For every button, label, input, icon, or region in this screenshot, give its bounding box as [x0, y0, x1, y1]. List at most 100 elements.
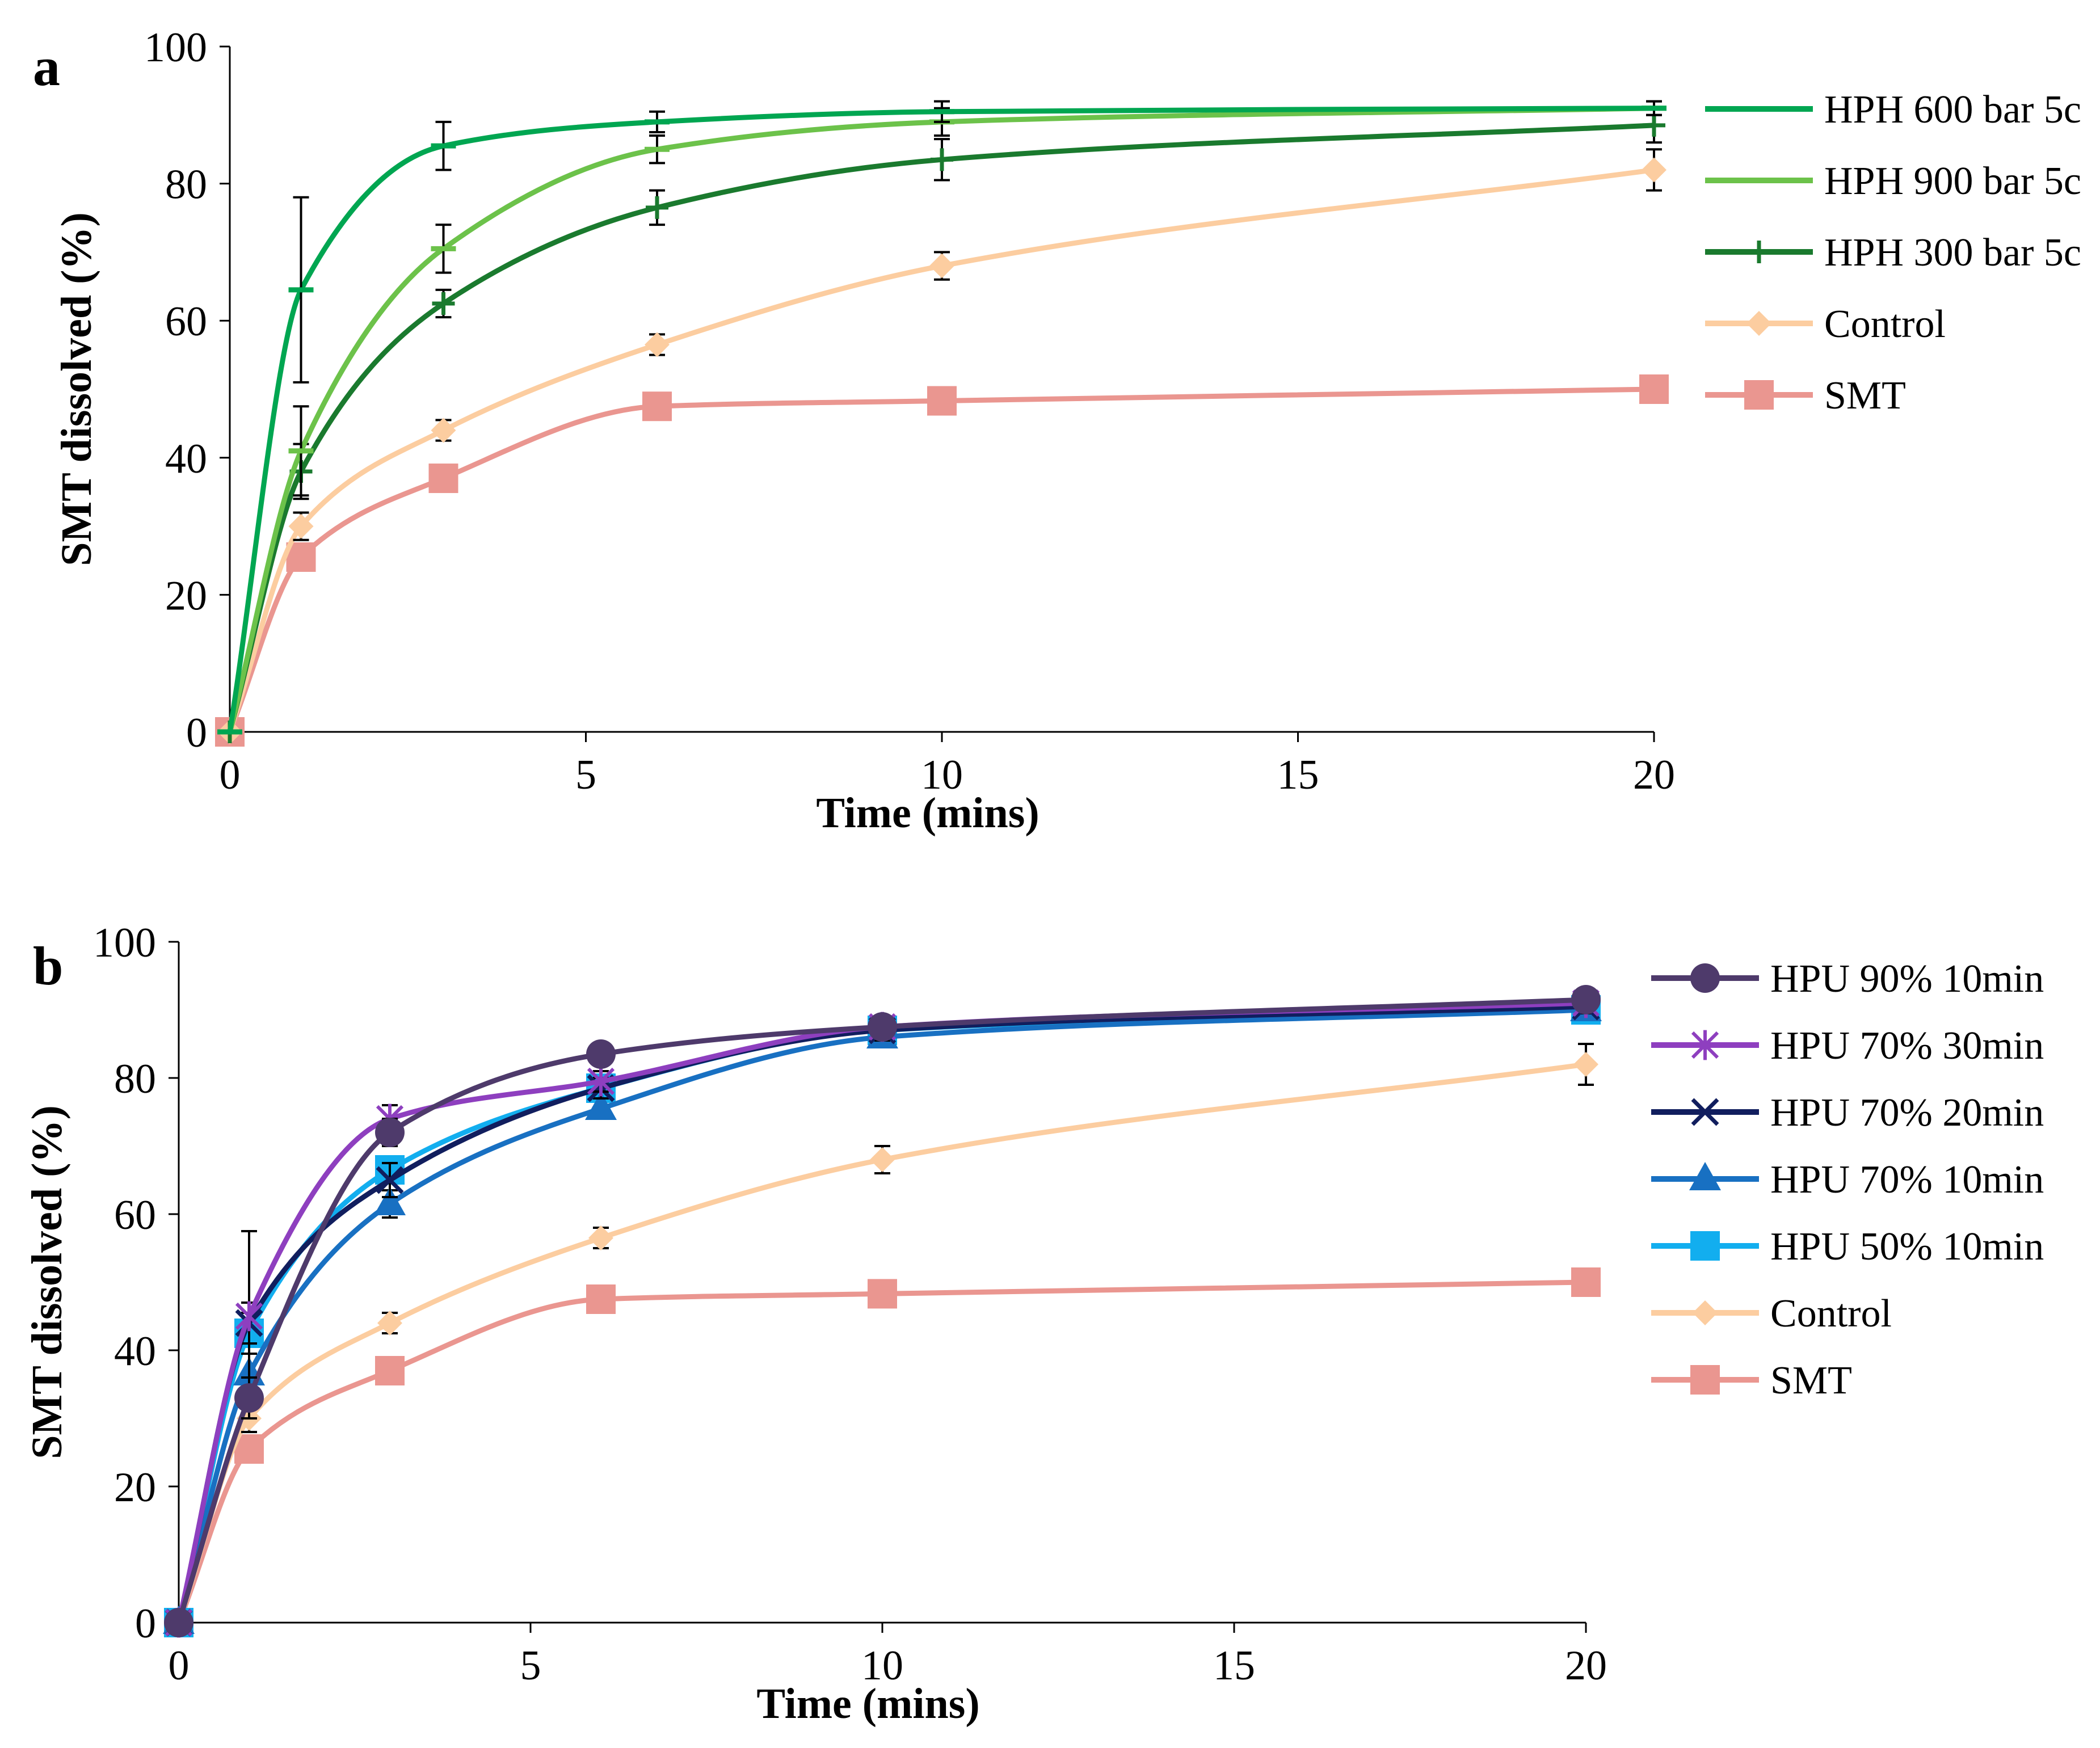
- y-tick-label: 0: [186, 710, 207, 756]
- x-axis-title: Time (mins): [816, 789, 1039, 837]
- legend-label: SMT: [1770, 1359, 1852, 1402]
- y-tick-label: 60: [114, 1192, 156, 1239]
- x-tick-label: 5: [520, 1642, 541, 1689]
- x-tick-label: 10: [861, 1642, 903, 1689]
- legend-swatch-marker: [1744, 380, 1774, 410]
- legend-label: Control: [1770, 1292, 1892, 1336]
- data-point-control: [870, 1147, 895, 1172]
- data-point-hpu-90-10min: [234, 1383, 264, 1413]
- panel-a: 0 20 40 60 80 100 0 5 10 15 20 Time (mins) SMT disso…: [33, 24, 2081, 837]
- x-tick-label: 0: [169, 1642, 190, 1689]
- legend-swatch-marker: [1747, 311, 1771, 336]
- data-point-hpu-90-10min: [375, 1118, 405, 1147]
- y-tick-label: 40: [114, 1328, 156, 1375]
- legend-swatch-marker: [1690, 1231, 1720, 1261]
- data-point-hpu-90-10min: [586, 1039, 616, 1069]
- legend-label: Control: [1824, 302, 1946, 346]
- y-tick-label: 100: [93, 920, 156, 966]
- series-hph-300-bar-5c: [218, 107, 1665, 743]
- legend-item-smt: SMT: [1651, 1359, 1852, 1402]
- legend-swatch-marker: [1691, 1030, 1719, 1060]
- y-tick-label: 20: [165, 572, 207, 619]
- data-point-control: [1642, 157, 1666, 183]
- legend: HPH 600 bar 5c HPH 900 bar 5c HPH 300 bar …: [1705, 88, 2081, 418]
- data-point-hpu-90-10min: [164, 1608, 193, 1637]
- y-axis-title: SMT dissolved (%): [53, 212, 100, 566]
- legend-label: HPU 70% 30min: [1770, 1024, 2044, 1068]
- legend-item-hph-900-bar-5c: HPH 900 bar 5c: [1705, 159, 2081, 203]
- x-tick-label: 15: [1277, 752, 1319, 798]
- legend-label: HPH 300 bar 5c: [1824, 231, 2081, 275]
- legend-label: HPH 900 bar 5c: [1824, 159, 2081, 203]
- series-line-hph-300-bar-5c: [227, 123, 1657, 735]
- x-tick-label: 20: [1633, 752, 1675, 798]
- data-point-hph-300-bar-5c: [1643, 113, 1665, 137]
- data-point-hpu-90-10min: [1571, 985, 1601, 1014]
- x-tick-label: 5: [575, 752, 596, 798]
- x-tick-label: 0: [220, 752, 241, 798]
- legend-item-hpu-70-30min: HPU 70% 30min: [1651, 1024, 2044, 1068]
- data-point-smt: [1571, 1267, 1601, 1297]
- data-point-smt: [586, 1284, 616, 1314]
- legend-label: SMT: [1824, 374, 1906, 418]
- legend-swatch-marker: [1690, 1365, 1720, 1395]
- legend: HPU 90% 10min HPU 70% 30min HPU 70% 20min H…: [1651, 957, 2044, 1402]
- data-point-hpu-70-20min: [376, 1166, 404, 1194]
- legend-item-control: Control: [1705, 302, 1946, 346]
- series-line-hph-900-bar-5c: [227, 106, 1657, 735]
- data-point-hpu-70-30min: [235, 1301, 263, 1332]
- legend-swatch-marker: [1748, 241, 1770, 263]
- series-line-hph-600-bar-5c: [227, 106, 1657, 735]
- series-hph-600-bar-5c: [217, 100, 1666, 735]
- series-hpu-90-10min: [164, 985, 1601, 1637]
- x-axis-title: Time (mins): [756, 1680, 979, 1728]
- data-point-hph-300-bar-5c: [646, 196, 668, 219]
- data-point-smt: [1639, 374, 1669, 404]
- legend-swatch-marker: [1693, 1300, 1718, 1325]
- y-axis-title: SMT dissolved (%): [23, 1105, 71, 1459]
- legend-label: HPU 70% 20min: [1770, 1091, 2044, 1135]
- data-point-smt: [375, 1356, 405, 1385]
- data-point-smt: [868, 1279, 897, 1309]
- y-tick-label: 80: [165, 162, 207, 208]
- x-tick-label: 20: [1565, 1642, 1607, 1689]
- data-point-smt: [642, 391, 672, 422]
- data-point-hpu-90-10min: [868, 1012, 897, 1042]
- legend-item-hph-600-bar-5c: HPH 600 bar 5c: [1705, 88, 2081, 132]
- panel-letter: b: [33, 936, 63, 996]
- x-tick-label: 10: [921, 752, 963, 798]
- series-hpu-70-30min: [165, 988, 1600, 1638]
- y-tick-label: 80: [114, 1056, 156, 1102]
- data-point-control: [377, 1311, 402, 1336]
- data-point-control: [645, 332, 670, 357]
- legend-item-hph-300-bar-5c: HPH 300 bar 5c: [1705, 231, 2081, 275]
- series-control: [217, 148, 1666, 744]
- legend-label: HPU 70% 10min: [1770, 1158, 2044, 1202]
- y-tick-label: 0: [135, 1600, 156, 1647]
- legend-item-control: Control: [1651, 1292, 1892, 1336]
- data-point-hph-300-bar-5c: [432, 292, 455, 315]
- data-point-control: [288, 513, 314, 539]
- legend-item-hpu-70-20min: HPU 70% 20min: [1651, 1091, 2044, 1135]
- y-tick-label: 20: [114, 1464, 156, 1511]
- data-point-control: [431, 418, 456, 443]
- data-point-hph-300-bar-5c: [931, 148, 953, 171]
- legend-item-hpu-90-10min: HPU 90% 10min: [1651, 957, 2044, 1001]
- legend-swatch-marker: [1691, 1098, 1719, 1126]
- y-tick-label: 40: [165, 436, 207, 482]
- legend-swatch-marker: [1689, 1162, 1721, 1190]
- data-point-control: [588, 1225, 613, 1250]
- legend-label: HPU 50% 10min: [1770, 1225, 2044, 1269]
- data-point-control: [1573, 1052, 1598, 1077]
- data-point-hpu-70-10min: [374, 1187, 406, 1215]
- x-tick-label: 15: [1213, 1642, 1255, 1689]
- data-point-smt: [428, 464, 458, 494]
- y-tick-label: 100: [144, 24, 207, 71]
- legend-item-hpu-50-10min: HPU 50% 10min: [1651, 1225, 2044, 1269]
- data-point-control: [929, 253, 954, 279]
- data-point-hpu-70-30min: [587, 1066, 615, 1097]
- legend-item-hpu-70-10min: HPU 70% 10min: [1651, 1158, 2044, 1202]
- y-tick-label: 60: [165, 298, 207, 345]
- legend-label: HPH 600 bar 5c: [1824, 88, 2081, 132]
